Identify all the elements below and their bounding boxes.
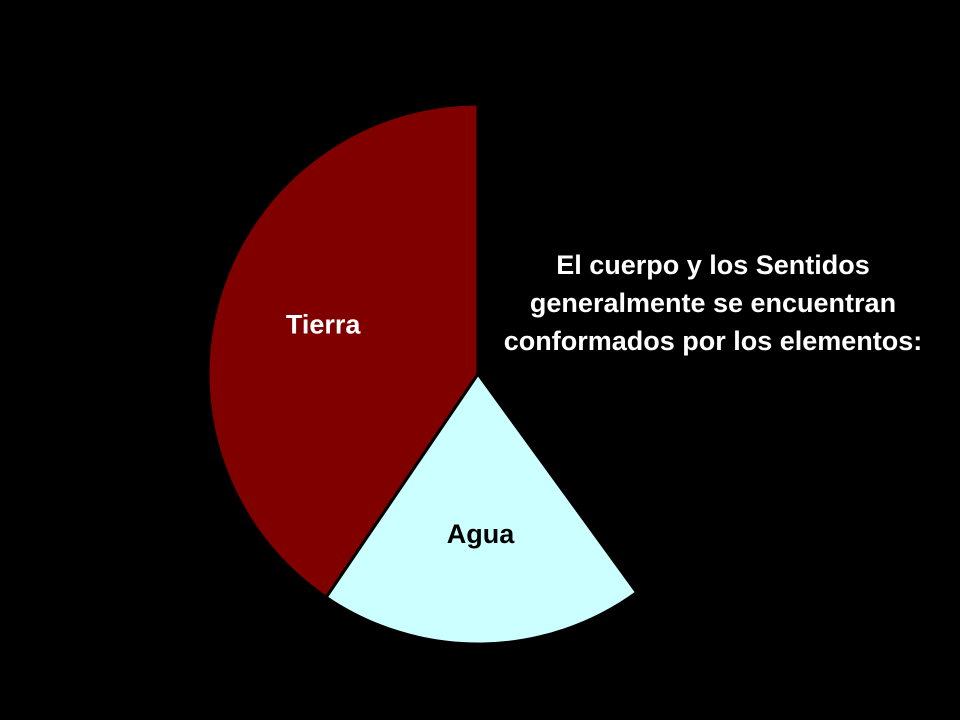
pie-slice-agua: [324, 372, 639, 646]
slice-label-tierra: Tierra: [286, 309, 362, 339]
chart-annotation: El cuerpo y los Sentidos generalmente se…: [503, 250, 923, 356]
pie-slice-labels: Tierra Agua: [286, 309, 515, 549]
slice-label-agua: Agua: [447, 519, 515, 549]
pie-slices: [206, 102, 639, 646]
pie-slice-tierra: [206, 102, 480, 599]
